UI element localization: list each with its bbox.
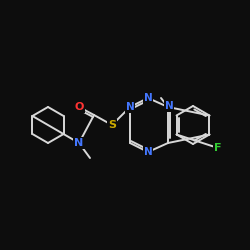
Text: N: N [144,93,152,103]
Text: S: S [108,120,116,130]
Text: F: F [214,143,222,153]
Text: N: N [74,138,84,148]
Text: N: N [126,102,134,112]
Text: N: N [164,101,173,111]
Text: N: N [144,147,152,157]
Text: O: O [74,102,84,112]
